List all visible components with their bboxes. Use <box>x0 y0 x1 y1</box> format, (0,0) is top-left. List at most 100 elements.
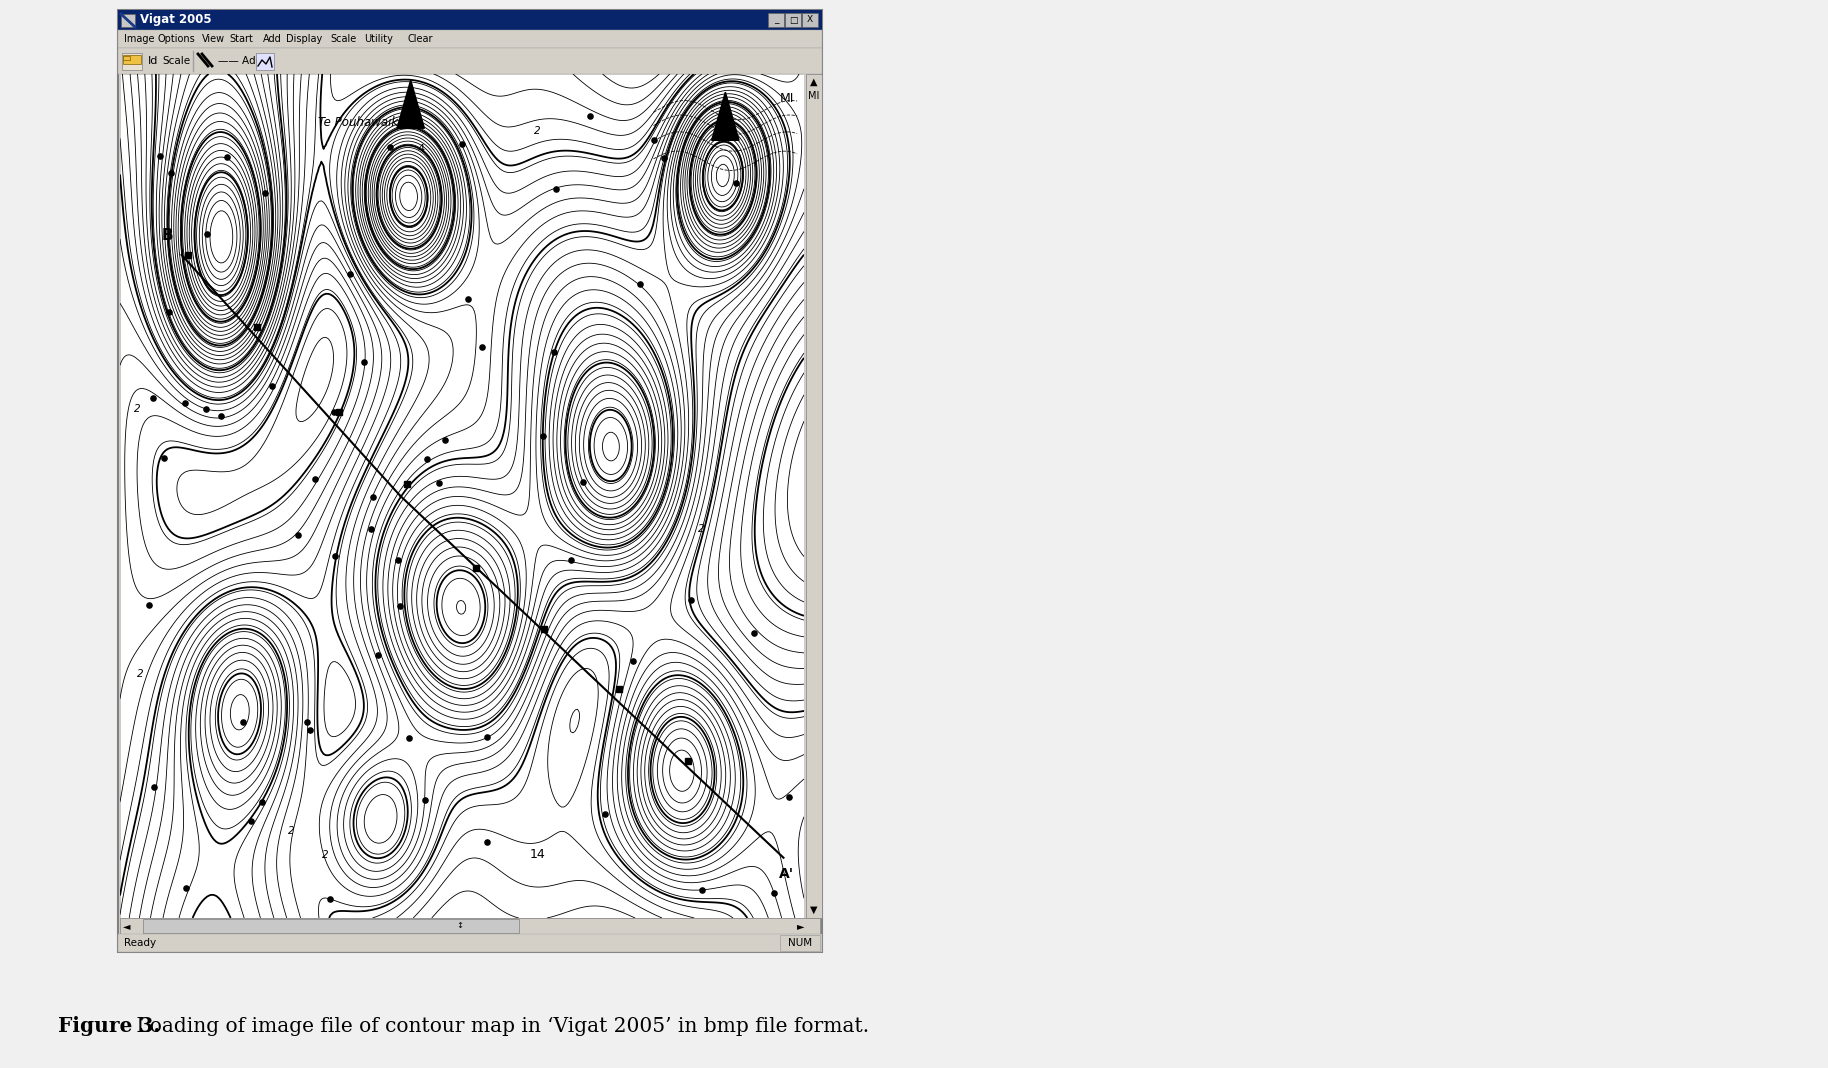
Point <box>228 713 258 731</box>
Text: 2: 2 <box>133 404 141 413</box>
Point <box>473 728 503 745</box>
Text: 2: 2 <box>534 126 541 137</box>
Text: Scale: Scale <box>331 34 356 44</box>
Text: ◄: ◄ <box>122 921 132 931</box>
Text: _: _ <box>773 16 779 25</box>
Point <box>569 473 598 490</box>
Point <box>395 729 424 747</box>
Text: MI: MI <box>808 91 819 101</box>
Point <box>320 548 349 565</box>
Text: Id: Id <box>148 56 159 66</box>
Point <box>212 148 241 166</box>
Point <box>539 343 569 360</box>
Point <box>722 174 751 191</box>
Point <box>759 884 788 901</box>
Point <box>207 408 236 425</box>
Point <box>453 290 483 308</box>
Bar <box>256 53 274 70</box>
Point <box>424 475 453 492</box>
Bar <box>122 56 130 60</box>
Text: Clear: Clear <box>408 34 433 44</box>
Bar <box>122 54 141 64</box>
Text: □: □ <box>788 16 797 25</box>
Text: —— Add: —— Add <box>218 56 261 66</box>
Point <box>556 552 585 569</box>
Point <box>320 404 349 421</box>
Text: ▲: ▲ <box>810 77 817 87</box>
Point <box>411 450 441 467</box>
Bar <box>768 13 784 27</box>
Bar <box>121 74 804 918</box>
Point <box>236 813 265 830</box>
Text: Te Pouhawaiki: Te Pouhawaiki <box>318 115 402 129</box>
Text: Utility: Utility <box>364 34 393 44</box>
Text: Scale: Scale <box>163 56 190 66</box>
Bar <box>784 13 801 27</box>
Text: ▼: ▼ <box>810 905 817 915</box>
Point <box>384 551 413 568</box>
Point <box>316 890 345 907</box>
Point <box>250 184 280 201</box>
Text: MI: MI <box>779 92 793 105</box>
Point <box>192 225 221 242</box>
Text: ↕: ↕ <box>457 922 464 930</box>
Text: Options: Options <box>157 34 196 44</box>
Text: 2: 2 <box>322 850 329 860</box>
Point <box>430 431 459 449</box>
Text: 2: 2 <box>698 524 706 534</box>
Point <box>590 805 620 822</box>
Point <box>172 879 201 896</box>
Text: 4: 4 <box>417 144 424 155</box>
Bar <box>119 30 823 48</box>
Text: Image: Image <box>124 34 155 44</box>
Point <box>541 180 570 198</box>
Point <box>618 653 647 670</box>
Point <box>468 339 497 356</box>
Text: NUM: NUM <box>788 938 812 948</box>
Text: ►: ► <box>797 921 804 931</box>
Point <box>411 791 441 808</box>
Point <box>472 833 501 850</box>
Point <box>640 131 669 148</box>
Bar <box>802 13 817 27</box>
Point <box>139 389 168 406</box>
Point <box>139 779 168 796</box>
Bar <box>121 14 135 27</box>
Point <box>170 394 199 411</box>
Bar <box>122 53 143 70</box>
Point <box>358 488 388 505</box>
Text: 14: 14 <box>530 848 545 861</box>
Point <box>247 794 276 811</box>
Text: 2: 2 <box>137 669 144 679</box>
Point <box>300 471 329 488</box>
Bar <box>806 74 823 918</box>
Point <box>283 527 313 544</box>
Bar <box>121 918 821 934</box>
Text: Start: Start <box>230 34 254 44</box>
Bar <box>119 48 823 74</box>
Point <box>292 713 322 731</box>
Point <box>157 164 186 182</box>
Point <box>356 520 386 537</box>
Point <box>190 400 219 418</box>
Point <box>144 147 174 164</box>
Point <box>528 428 558 445</box>
Bar <box>143 918 519 933</box>
Text: Display: Display <box>287 34 322 44</box>
Text: View: View <box>201 34 225 44</box>
Point <box>625 276 654 293</box>
Text: B: B <box>163 227 174 242</box>
Point <box>336 266 366 283</box>
Point <box>687 882 717 899</box>
Point <box>775 788 804 805</box>
Text: Figure 3.: Figure 3. <box>58 1016 161 1036</box>
Bar <box>119 934 823 952</box>
Bar <box>781 934 821 951</box>
Bar <box>119 10 823 952</box>
Point <box>364 646 393 663</box>
Point <box>135 596 165 613</box>
Polygon shape <box>397 80 424 128</box>
Point <box>155 303 185 320</box>
Text: Vigat 2005: Vigat 2005 <box>141 14 212 27</box>
Text: X: X <box>806 16 813 25</box>
